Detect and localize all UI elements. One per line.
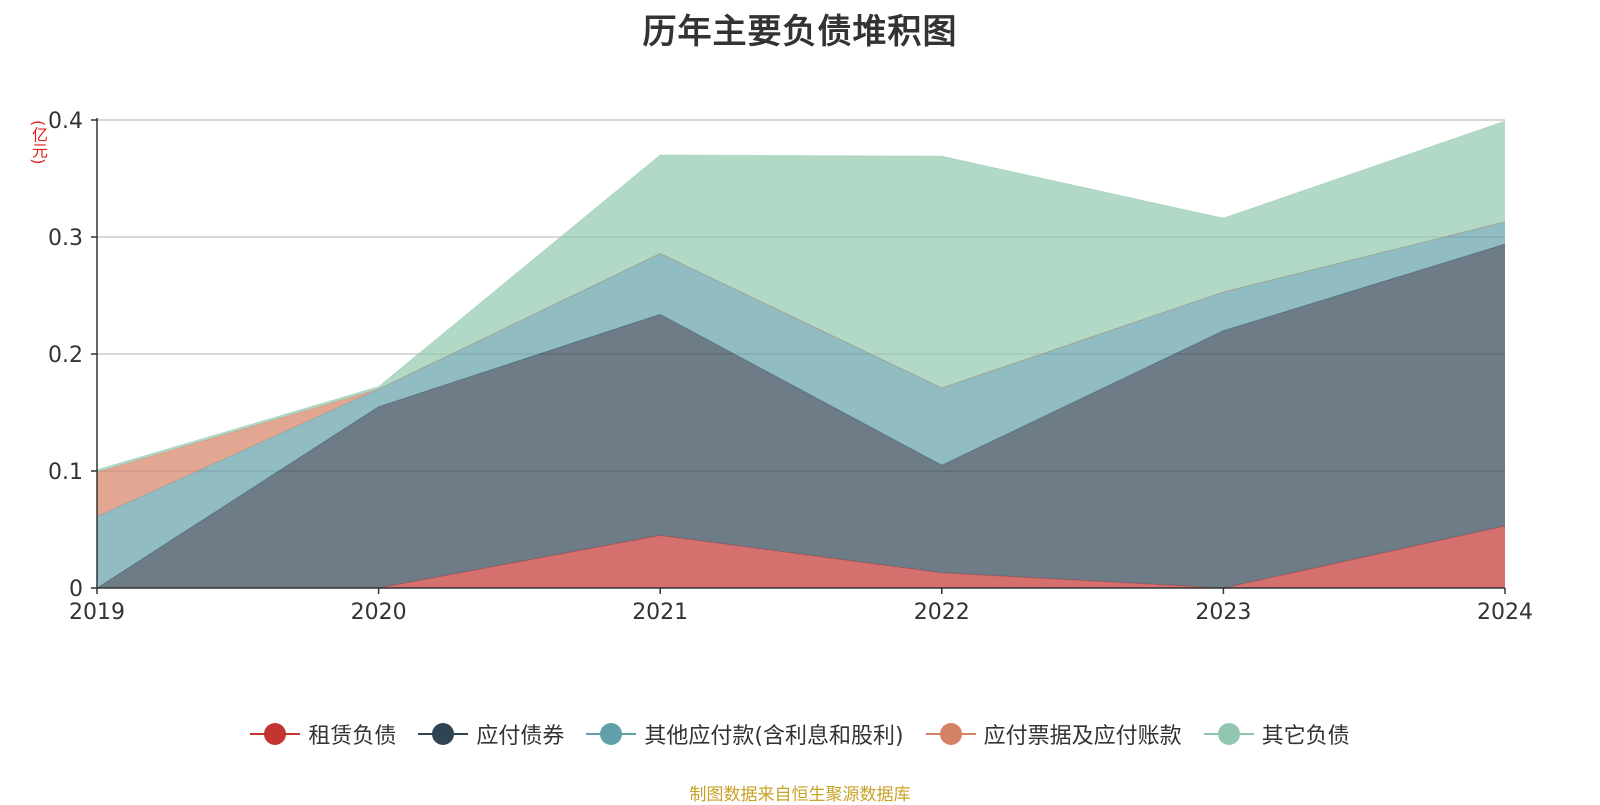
legend-item[interactable]: 租赁负债 [250, 718, 396, 750]
legend-swatch-icon [586, 721, 637, 747]
chart-title: 历年主要负债堆积图 [642, 12, 958, 52]
axes: 0 0.1 0.2 0.3 0.4 2019 2020 2021 2022 2023 2024 [48, 109, 1533, 625]
x-tick-label: 2021 [632, 600, 688, 625]
x-tick-label: 2024 [1477, 600, 1533, 625]
area-其它负债 [97, 121, 1505, 473]
x-tick-label: 2022 [914, 600, 970, 625]
area-应付债券 [97, 244, 1505, 588]
legend-label: 其它负债 [1261, 724, 1350, 749]
stacked-area-chart: 0 0.1 0.2 0.3 0.4 2019 2020 2021 2022 2023 2024 [48, 109, 1533, 625]
legend-item[interactable]: 应付债券 [418, 718, 564, 750]
legend-item[interactable]: 其它负债 [1203, 718, 1350, 750]
x-tick-label: 2019 [69, 600, 125, 625]
y-axis-unit: (亿元) [29, 120, 48, 165]
area-layers [96, 120, 1506, 589]
y-tick-label: 0.3 [48, 226, 83, 251]
data-source-note: 制图数据来自恒生聚源数据库 [689, 785, 911, 805]
legend-label: 应付票据及应付账款 [983, 724, 1182, 749]
legend-item[interactable]: 其他应付款(含利息和股利) [586, 718, 904, 750]
legend-label: 应付债券 [476, 724, 565, 749]
legend: 租赁负债 应付债券 其他应付款(含利息和股利) 应付票据及应付账款 其它负债 [0, 718, 1600, 750]
legend-swatch-icon [925, 721, 976, 747]
series-line [96, 120, 1506, 471]
y-tick-label: 0.4 [48, 109, 83, 134]
y-tick-label: 0.2 [48, 343, 83, 368]
legend-swatch-icon [1203, 721, 1254, 747]
legend-label: 其他应付款(含利息和股利) [644, 724, 904, 749]
y-tick-label: 0 [69, 577, 83, 602]
y-tick-label: 0.1 [48, 460, 83, 485]
legend-swatch-icon [418, 721, 469, 747]
x-tick-label: 2023 [1195, 600, 1251, 625]
legend-swatch-icon [250, 721, 301, 747]
area-其他应付款(含利息和股利) [97, 221, 1505, 589]
x-tick-label: 2020 [351, 600, 407, 625]
legend-label: 租赁负债 [308, 724, 397, 749]
legend-item[interactable]: 应付票据及应付账款 [925, 718, 1182, 750]
area-租赁负债 [97, 525, 1505, 588]
